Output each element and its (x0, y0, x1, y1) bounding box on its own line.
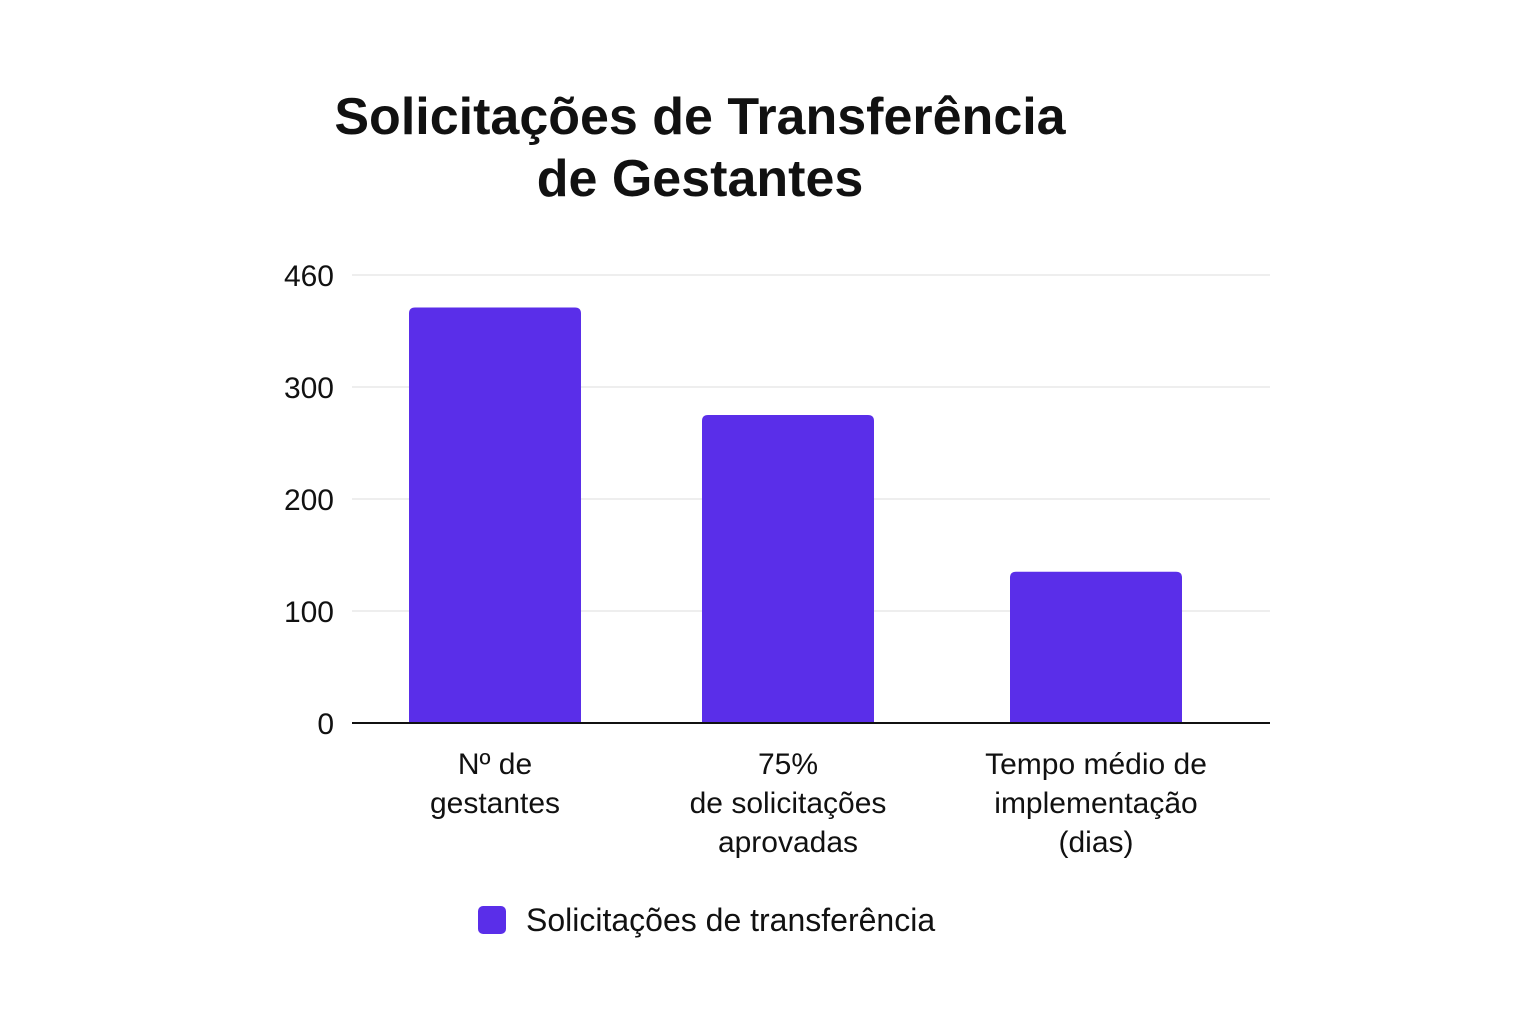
y-tick-label: 100 (284, 596, 334, 629)
x-category-label: 75% de solicitações aprovadas (690, 748, 887, 859)
y-tick-label: 300 (284, 372, 334, 405)
y-tick-label: 460 (284, 260, 334, 293)
x-category-label-line: Tempo médio de (985, 748, 1207, 781)
bar (1010, 571, 1182, 723)
x-category-label-line: Nº de (458, 748, 532, 781)
bar (409, 307, 581, 723)
x-category-label: Tempo médio de implementação (dias) (985, 748, 1207, 859)
bar (702, 415, 874, 723)
chart-title: Solicitações de Transferência de Gestant… (250, 86, 1150, 210)
x-category-label-line: aprovadas (718, 826, 858, 859)
y-tick-label: 200 (284, 484, 334, 517)
y-tick-label: 0 (317, 708, 334, 741)
x-category-label-line: de solicitações (690, 787, 887, 820)
x-category-label-line: gestantes (430, 787, 560, 820)
x-category-label-line: (dias) (1058, 826, 1133, 859)
legend-swatch (478, 906, 506, 934)
chart-title-line-1: Solicitações de Transferência (334, 88, 1066, 146)
x-category-label-line: implementação (994, 787, 1197, 820)
legend: Solicitações de transferência (478, 900, 935, 940)
chart-title-line-2: de Gestantes (536, 150, 864, 208)
x-category-label-line: 75% (758, 748, 818, 781)
legend-label: Solicitações de transferência (526, 901, 936, 938)
x-category-label: Nº de gestantes (430, 748, 560, 820)
